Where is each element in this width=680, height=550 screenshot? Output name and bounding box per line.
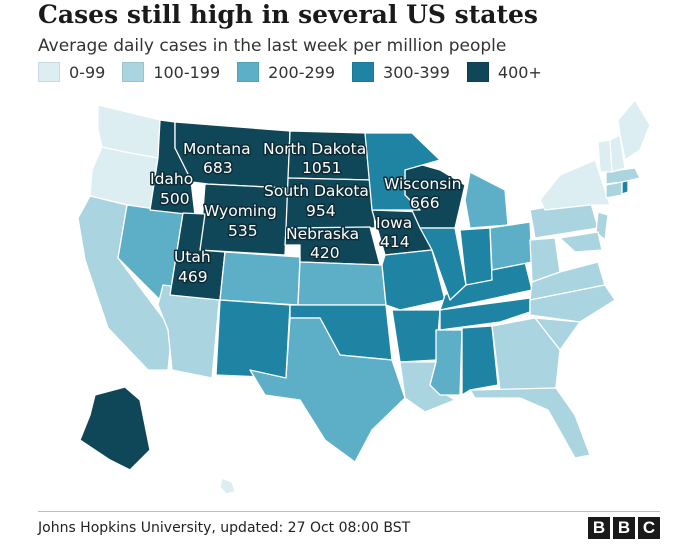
state-hawaii <box>219 477 236 495</box>
state-colorado <box>219 251 301 306</box>
footer-divider <box>38 511 660 512</box>
label-nebraska-name: Nebraska <box>286 225 359 243</box>
state-kansas <box>297 261 387 306</box>
legend-item-4: 400+ <box>466 62 542 82</box>
state-alaska <box>79 386 151 471</box>
state-michigan <box>464 171 509 229</box>
legend-swatch-1 <box>122 62 145 82</box>
state-florida <box>469 387 591 459</box>
state-maine <box>617 99 651 161</box>
label-nebraska-value: 420 <box>310 244 340 262</box>
state-connecticut <box>605 181 623 199</box>
label-wyoming-name: Wyoming <box>204 202 277 220</box>
logo-letter-b1: B <box>588 517 610 539</box>
state-texas <box>249 317 406 463</box>
state-new-mexico <box>215 299 291 379</box>
legend-label-1: 100-199 <box>153 62 221 82</box>
state-south-dakota <box>285 177 376 229</box>
legend-swatch-0 <box>38 62 60 82</box>
legend-label-4: 400+ <box>497 62 542 82</box>
label-montana-value: 683 <box>203 159 233 177</box>
map-labels: Montana 683 North Dakota 1051 Idaho 500 … <box>149 139 463 288</box>
legend-swatch-2 <box>237 62 260 82</box>
legend-item-3: 300-399 <box>352 62 450 82</box>
label-utah-name: Utah <box>174 248 211 266</box>
label-montana-name: Montana <box>183 140 251 158</box>
state-massachusetts <box>605 167 641 185</box>
legend: 0-99 100-199 200-299 300-399 400+ <box>38 62 559 82</box>
label-south-dakota-value: 954 <box>306 202 336 220</box>
us-choropleth-map: Montana 683 North Dakota 1051 Idaho 500 … <box>77 99 651 495</box>
label-wisconsin-value: 666 <box>410 194 440 212</box>
legend-item-2: 200-299 <box>237 62 335 82</box>
legend-item-1: 100-199 <box>122 62 220 82</box>
state-new-jersey <box>595 211 609 241</box>
label-utah-value: 469 <box>178 268 208 286</box>
legend-item-0: 0-99 <box>38 62 105 82</box>
label-wisconsin-name: Wisconsin <box>384 175 461 193</box>
state-tennessee <box>439 297 531 331</box>
label-wyoming-value: 535 <box>228 222 258 240</box>
state-north-carolina <box>529 284 616 323</box>
label-north-dakota-value: 1051 <box>302 159 341 177</box>
chart-title: Cases still high in several US states <box>38 0 538 29</box>
state-ohio <box>489 221 533 271</box>
logo-letter-b2: B <box>613 517 635 539</box>
state-alabama <box>461 325 499 396</box>
state-georgia <box>491 317 561 391</box>
state-arkansas <box>391 309 441 363</box>
state-minnesota <box>364 132 441 211</box>
legend-label-2: 200-299 <box>268 62 336 82</box>
label-idaho-value: 500 <box>160 190 190 208</box>
state-illinois <box>419 227 467 301</box>
label-iowa-value: 414 <box>380 233 410 251</box>
legend-swatch-4 <box>466 62 489 82</box>
legend-label-3: 300-399 <box>383 62 450 82</box>
legend-label-0: 0-99 <box>69 62 106 82</box>
logo-letter-c: C <box>638 517 660 539</box>
label-idaho-name: Idaho <box>150 170 193 188</box>
label-south-dakota-name: South Dakota <box>264 182 369 200</box>
bbc-logo: B B C <box>585 517 660 539</box>
legend-swatch-3 <box>352 62 375 82</box>
source-note: Johns Hopkins University, updated: 27 Oc… <box>38 520 411 536</box>
label-iowa-name: Iowa <box>376 214 412 232</box>
state-maryland-delaware <box>559 231 603 253</box>
chart-subtitle: Average daily cases in the last week per… <box>38 36 507 56</box>
label-north-dakota-name: North Dakota <box>263 140 366 158</box>
state-indiana <box>459 227 493 286</box>
state-virginia <box>529 261 606 301</box>
